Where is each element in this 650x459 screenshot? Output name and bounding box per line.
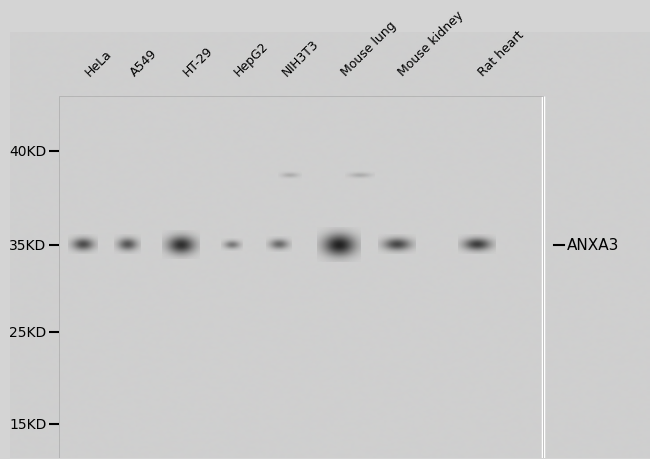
Text: HepG2: HepG2 [232,40,271,79]
Text: 25KD: 25KD [9,325,47,339]
Text: ANXA3: ANXA3 [567,238,619,252]
Text: 40KD: 40KD [9,145,47,158]
Text: 35KD: 35KD [9,238,47,252]
Text: Mouse kidney: Mouse kidney [396,9,466,79]
Text: Rat heart: Rat heart [476,29,526,79]
Text: Mouse lung: Mouse lung [339,19,398,79]
Text: HT-29: HT-29 [181,45,216,79]
Text: HeLa: HeLa [83,48,115,79]
Text: 15KD: 15KD [9,417,47,431]
Text: A549: A549 [128,47,160,79]
Bar [59,96,543,458]
Text: NIH3T3: NIH3T3 [280,38,321,79]
